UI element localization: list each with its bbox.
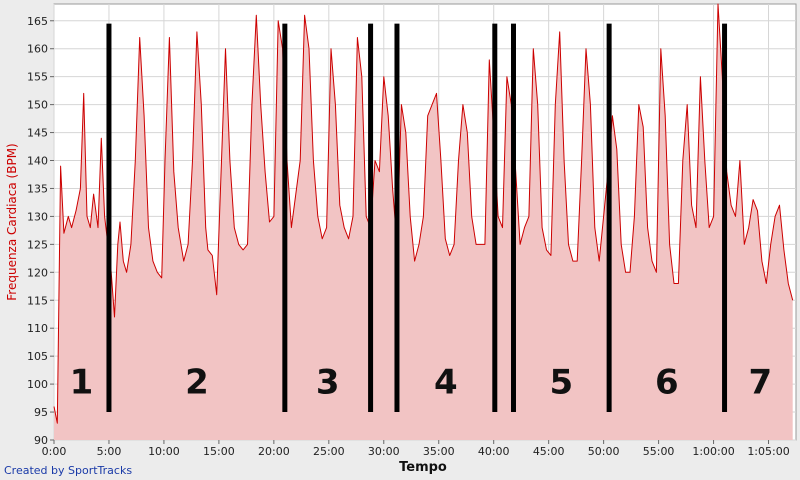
x-tick-label: 10:00	[148, 445, 180, 458]
credit-link[interactable]: Created by SportTracks	[4, 464, 133, 477]
y-tick-labels: 90 95 100 105 110 115 120 125 130 135 140 145 150 155…	[27, 15, 54, 447]
x-axis-title: Tempo	[399, 460, 447, 475]
x-tick-label: 50:00	[588, 445, 620, 458]
y-tick-label: 140	[27, 155, 48, 168]
y-tick-label: 125	[27, 238, 48, 251]
y-tick-label: 90	[34, 434, 48, 447]
y-tick-label: 100	[27, 378, 48, 391]
x-tick-label: 20:00	[258, 445, 290, 458]
x-tick-label: 5:00	[97, 445, 122, 458]
y-tick-label: 155	[27, 71, 48, 84]
x-tick-label: 30:00	[368, 445, 400, 458]
x-tick-label: 15:00	[203, 445, 235, 458]
y-tick-label: 150	[27, 99, 48, 112]
segment-markers	[106, 23, 728, 413]
segment-label: 2	[185, 363, 209, 403]
segment-label: 6	[655, 363, 679, 403]
x-tick-label: 1:00:00	[692, 445, 734, 458]
segment-label: 1	[70, 363, 94, 403]
y-tick-label: 110	[27, 322, 48, 335]
y-tick-label: 120	[27, 266, 48, 279]
x-tick-label: 55:00	[643, 445, 675, 458]
x-tick-label: 1:05:00	[747, 445, 789, 458]
x-tick-label: 45:00	[533, 445, 565, 458]
x-tick-label: 40:00	[478, 445, 510, 458]
y-tick-label: 95	[34, 406, 48, 419]
x-tick-label: 0:00	[42, 445, 67, 458]
y-tick-label: 145	[27, 127, 48, 140]
x-tick-labels: 0:00 5:00 10:00 15:00 20:00 25:00 30:00 35:00 40…	[42, 440, 790, 458]
x-tick-label: 35:00	[423, 445, 455, 458]
segment-label: 4	[434, 363, 458, 403]
heart-rate-line	[53, 3, 794, 424]
y-tick-label: 160	[27, 43, 48, 56]
segment-label: 5	[549, 363, 573, 403]
segment-label: 7	[748, 363, 772, 403]
y-tick-label: 115	[27, 294, 48, 307]
y-tick-label: 105	[27, 350, 48, 363]
y-tick-label: 165	[27, 15, 48, 28]
segment-label: 3	[316, 363, 340, 403]
y-tick-label: 130	[27, 210, 48, 223]
x-tick-label: 25:00	[313, 445, 345, 458]
y-tick-label: 135	[27, 182, 48, 195]
y-axis-title: Frequenza Cardiaca (BPM)	[5, 143, 19, 300]
segment-labels: 1 2 3 4 5 6 7	[70, 363, 772, 403]
